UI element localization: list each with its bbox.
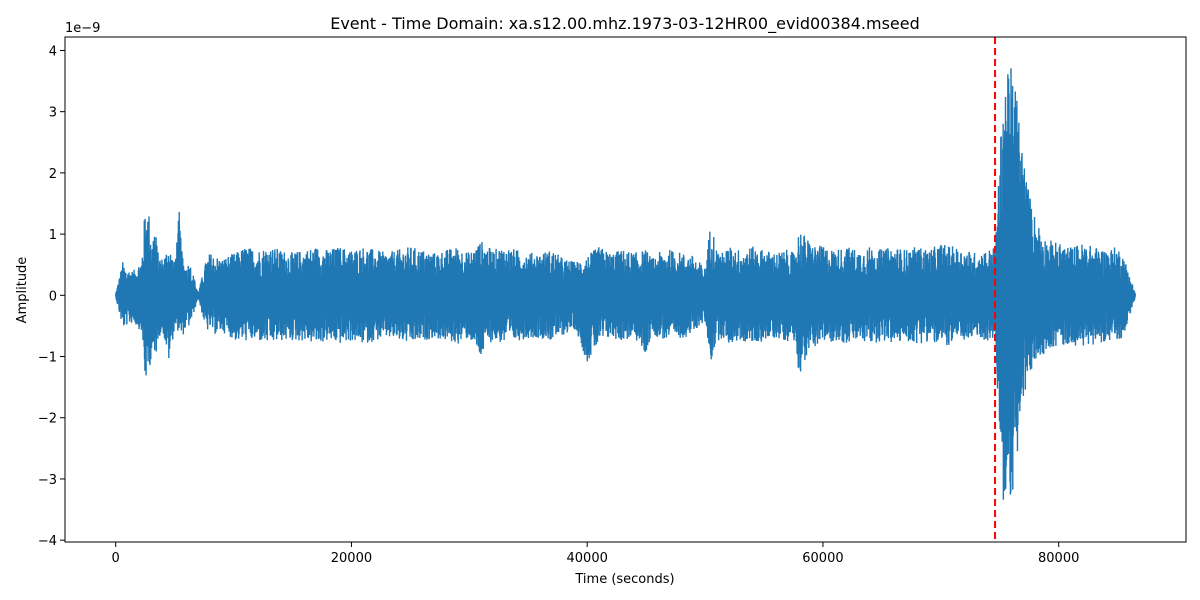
- chart-title: Event - Time Domain: xa.s12.00.mhz.1973-…: [330, 14, 920, 34]
- y-tick-label: 1: [49, 228, 57, 243]
- y-tick-label: 2: [49, 167, 57, 182]
- axes-frame: [64, 36, 1187, 543]
- y-tick-label: 3: [49, 106, 57, 121]
- series-line-0: [114, 68, 1137, 500]
- x-tick-label: 40000: [567, 551, 608, 566]
- y-tick-label: −1: [38, 351, 57, 366]
- x-tick-label: 80000: [1038, 551, 1079, 566]
- x-tick-label: 20000: [331, 551, 372, 566]
- y-tick-label: 4: [49, 44, 57, 59]
- x-tick-label: 0: [112, 551, 120, 566]
- y-axis-label: Amplitude: [15, 257, 30, 324]
- y-tick-label: −4: [38, 534, 57, 549]
- y-axis-ticks: −4 −3 −2 −1 0 1 2 3 4: [38, 44, 65, 549]
- x-tick-label: 60000: [802, 551, 843, 566]
- y-offset-label: 1e−9: [65, 21, 100, 36]
- y-tick-label: 0: [49, 289, 57, 304]
- y-tick-label: −2: [38, 412, 57, 427]
- x-axis-label: Time (seconds): [574, 572, 674, 587]
- y-tick-label: −3: [38, 473, 57, 488]
- x-axis-ticks: 0 20000 40000 60000 80000: [112, 542, 1079, 566]
- plot-area: [114, 37, 1137, 542]
